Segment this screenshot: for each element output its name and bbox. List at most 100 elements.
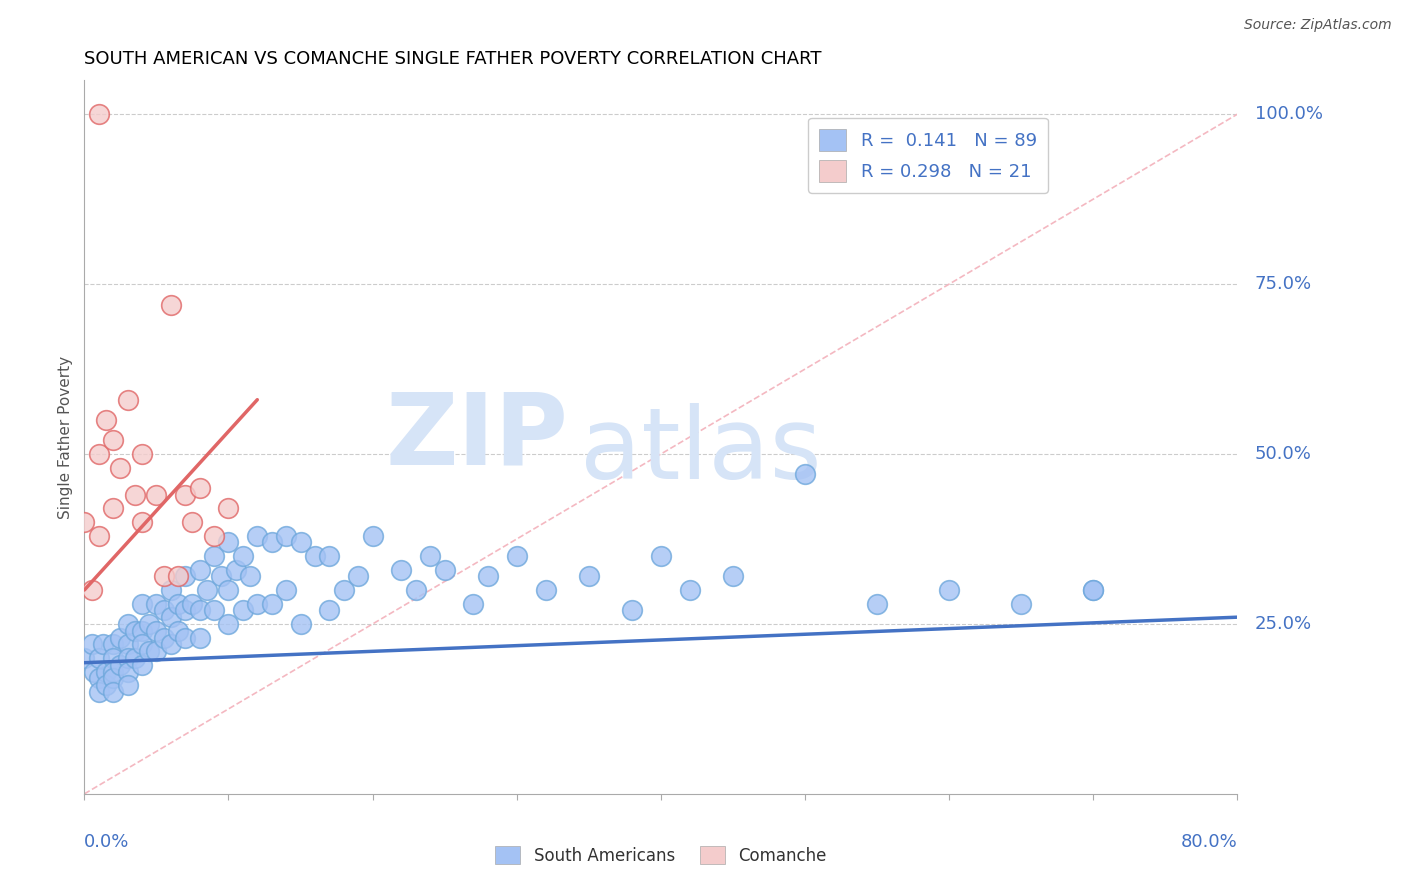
Point	[152, 603, 174, 617]
Point	[87, 107, 110, 121]
Point	[152, 569, 174, 583]
Point	[103, 671, 124, 685]
Point	[87, 671, 110, 685]
Point	[188, 481, 211, 495]
Point	[246, 528, 269, 542]
Point	[188, 563, 211, 577]
Point	[218, 501, 240, 516]
Point	[938, 582, 960, 597]
Point	[246, 597, 269, 611]
Point	[117, 392, 139, 407]
Point	[131, 447, 153, 461]
Point	[195, 582, 218, 597]
Point	[131, 657, 153, 672]
Text: SOUTH AMERICAN VS COMANCHE SINGLE FATHER POVERTY CORRELATION CHART: SOUTH AMERICAN VS COMANCHE SINGLE FATHER…	[84, 50, 823, 68]
Text: Source: ZipAtlas.com: Source: ZipAtlas.com	[1244, 18, 1392, 32]
Point	[160, 610, 183, 624]
Text: 80.0%: 80.0%	[1181, 833, 1237, 851]
Point	[318, 549, 340, 563]
Point	[477, 569, 499, 583]
Point	[578, 569, 600, 583]
Text: 0.0%: 0.0%	[84, 833, 129, 851]
Point	[91, 637, 114, 651]
Point	[167, 597, 190, 611]
Point	[181, 597, 204, 611]
Point	[80, 637, 103, 651]
Point	[174, 603, 197, 617]
Point	[202, 528, 225, 542]
Point	[117, 637, 139, 651]
Point	[361, 528, 384, 542]
Point	[1083, 582, 1105, 597]
Point	[94, 665, 117, 679]
Point	[174, 569, 197, 583]
Point	[174, 631, 197, 645]
Point	[94, 413, 117, 427]
Point	[333, 582, 356, 597]
Point	[218, 617, 240, 632]
Point	[218, 535, 240, 549]
Point	[117, 651, 139, 665]
Point	[463, 597, 485, 611]
Point	[138, 617, 160, 632]
Point	[181, 515, 204, 529]
Point	[721, 569, 744, 583]
Point	[866, 597, 889, 611]
Point	[290, 535, 312, 549]
Point	[124, 624, 146, 638]
Point	[160, 637, 183, 651]
Point	[117, 678, 139, 692]
Point	[260, 535, 283, 549]
Y-axis label: Single Father Poverty: Single Father Poverty	[58, 356, 73, 518]
Point	[80, 582, 103, 597]
Point	[679, 582, 702, 597]
Point	[318, 603, 340, 617]
Point	[650, 549, 672, 563]
Point	[232, 549, 254, 563]
Point	[794, 467, 817, 482]
Point	[160, 297, 183, 311]
Point	[73, 651, 96, 665]
Point	[87, 651, 110, 665]
Point	[433, 563, 456, 577]
Point	[103, 501, 124, 516]
Point	[103, 651, 124, 665]
Point	[145, 488, 167, 502]
Point	[131, 624, 153, 638]
Point	[117, 665, 139, 679]
Point	[232, 603, 254, 617]
Point	[103, 637, 124, 651]
Text: 50.0%: 50.0%	[1254, 445, 1312, 463]
Point	[347, 569, 370, 583]
Point	[131, 515, 153, 529]
Point	[290, 617, 312, 632]
Point	[160, 582, 183, 597]
Point	[391, 563, 413, 577]
Point	[1083, 582, 1105, 597]
Legend: South Americans, Comanche: South Americans, Comanche	[488, 839, 834, 871]
Point	[110, 631, 132, 645]
Point	[145, 644, 167, 658]
Point	[124, 488, 146, 502]
Point	[225, 563, 247, 577]
Point	[138, 644, 160, 658]
Text: 100.0%: 100.0%	[1254, 105, 1323, 123]
Text: ZIP: ZIP	[385, 389, 568, 485]
Point	[202, 603, 225, 617]
Point	[304, 549, 326, 563]
Point	[124, 651, 146, 665]
Point	[209, 569, 232, 583]
Point	[506, 549, 529, 563]
Point	[117, 617, 139, 632]
Text: atlas: atlas	[581, 403, 821, 500]
Point	[103, 685, 124, 699]
Text: 75.0%: 75.0%	[1254, 275, 1312, 293]
Point	[167, 569, 190, 583]
Point	[87, 685, 110, 699]
Point	[202, 549, 225, 563]
Point	[276, 582, 298, 597]
Point	[188, 603, 211, 617]
Point	[103, 434, 124, 448]
Point	[218, 582, 240, 597]
Point	[110, 657, 132, 672]
